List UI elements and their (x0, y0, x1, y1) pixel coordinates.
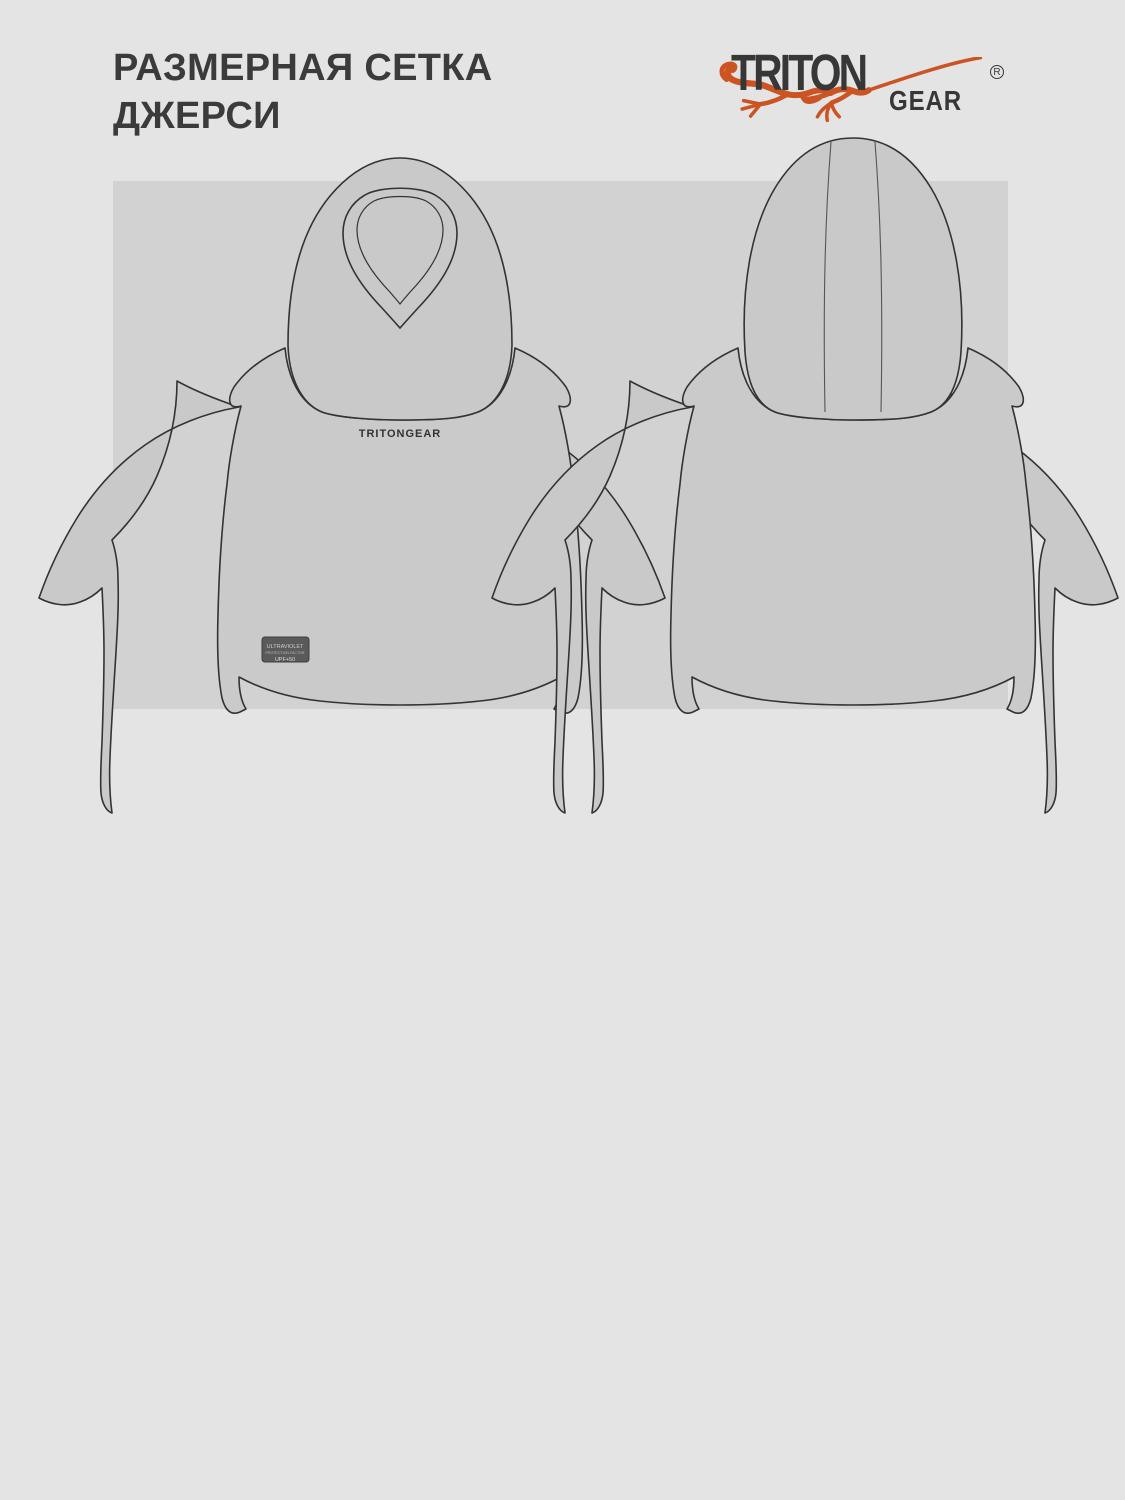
svg-text:TRITONGEAR: TRITONGEAR (359, 428, 442, 440)
svg-text:PROTECTION FACTOR: PROTECTION FACTOR (265, 651, 304, 655)
svg-text:ULTRAVIOLET: ULTRAVIOLET (267, 644, 304, 650)
svg-text:UPF+50: UPF+50 (275, 657, 295, 663)
